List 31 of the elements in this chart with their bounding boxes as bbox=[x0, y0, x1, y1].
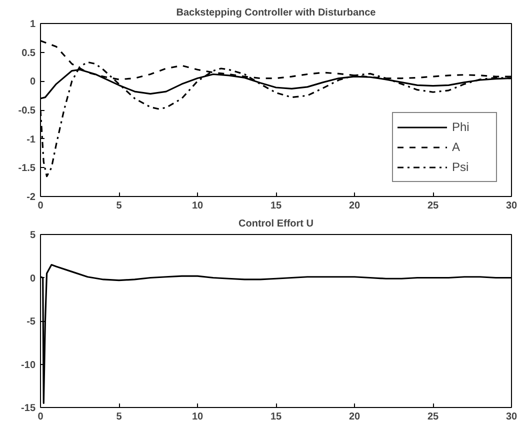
y-tick-label: 0.5 bbox=[22, 48, 36, 59]
legend-label: Phi bbox=[452, 120, 470, 134]
y-tick-label: 0 bbox=[30, 76, 36, 88]
x-tick-label: 10 bbox=[192, 412, 204, 422]
y-tick-label: 0 bbox=[30, 273, 36, 284]
x-tick-label: 30 bbox=[506, 412, 518, 422]
x-tick-label: 20 bbox=[348, 200, 360, 212]
y-tick-label: 5 bbox=[30, 230, 36, 241]
y-tick-label: -1 bbox=[26, 134, 36, 146]
y-tick-label: -1.5 bbox=[18, 163, 36, 174]
legend-label: A bbox=[452, 140, 462, 154]
chart-title: Control Effort U bbox=[238, 218, 314, 230]
x-tick-label: 25 bbox=[427, 412, 439, 422]
x-tick-label: 20 bbox=[348, 412, 360, 422]
y-tick-label: -5 bbox=[26, 316, 36, 328]
x-tick-label: 25 bbox=[427, 200, 439, 212]
y-tick-label: -10 bbox=[21, 360, 36, 371]
x-tick-label: 15 bbox=[270, 200, 282, 212]
x-tick-label: 5 bbox=[116, 200, 122, 212]
chart-title: Backstepping Controller with Disturbance bbox=[176, 8, 376, 18]
x-tick-label: 5 bbox=[116, 412, 122, 422]
x-tick-label: 0 bbox=[38, 200, 44, 212]
y-tick-label: 1 bbox=[30, 19, 36, 30]
y-tick-label: -2 bbox=[26, 192, 36, 203]
x-tick-label: 0 bbox=[38, 412, 44, 422]
x-tick-label: 10 bbox=[192, 200, 204, 212]
y-tick-label: -0.5 bbox=[18, 106, 36, 116]
x-tick-label: 15 bbox=[270, 412, 282, 422]
y-tick-label: -15 bbox=[21, 403, 36, 414]
x-tick-label: 30 bbox=[506, 200, 518, 212]
legend-label: Psi bbox=[452, 160, 470, 174]
